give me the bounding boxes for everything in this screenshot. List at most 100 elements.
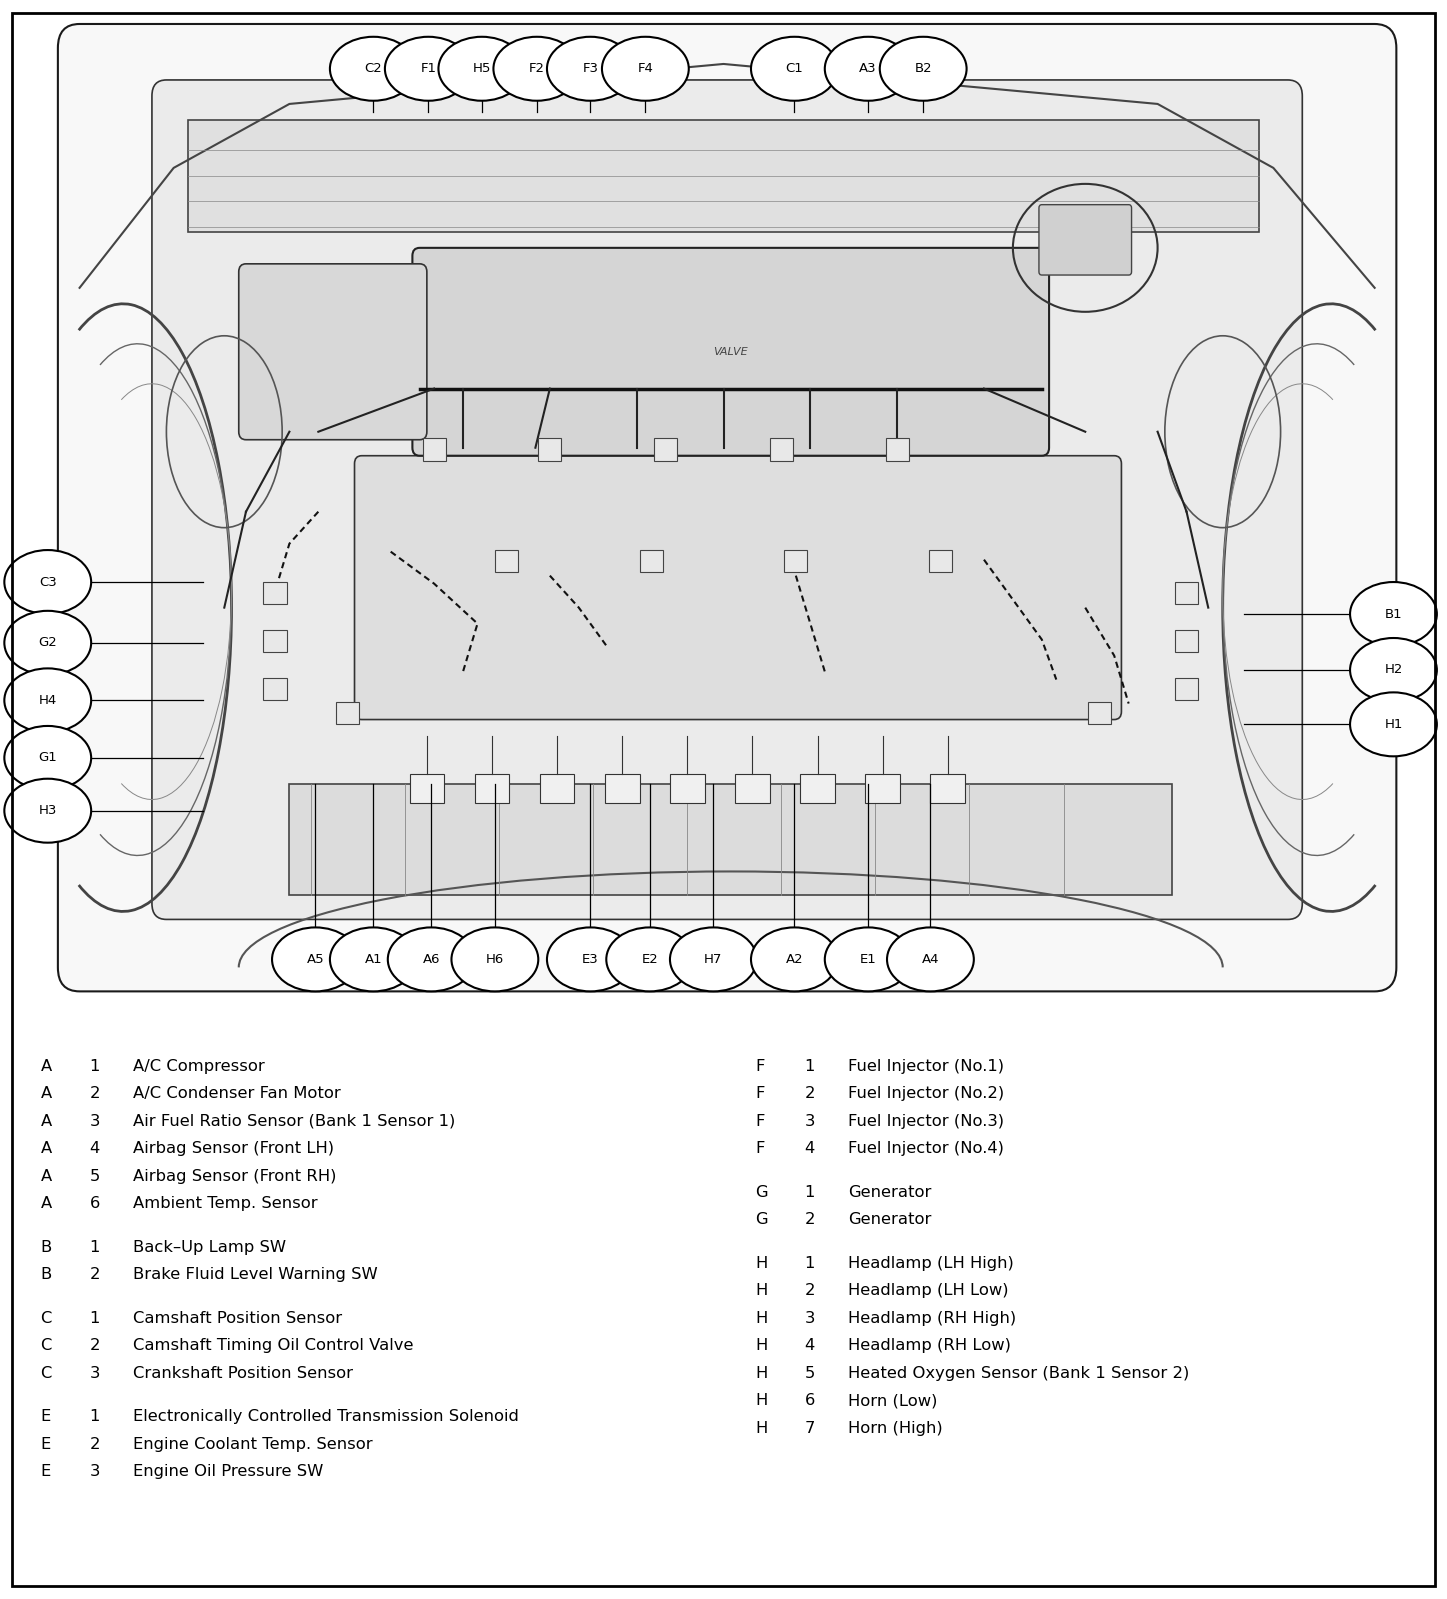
Ellipse shape: [1350, 692, 1437, 756]
Text: Headlamp (RH High): Headlamp (RH High): [848, 1311, 1016, 1326]
Text: Fuel Injector (No.2): Fuel Injector (No.2): [848, 1086, 1004, 1102]
Text: A3: A3: [860, 62, 877, 75]
Text: 2: 2: [90, 1338, 100, 1353]
Text: 3: 3: [90, 1366, 100, 1380]
Text: B1: B1: [1385, 608, 1402, 620]
Text: A1: A1: [365, 953, 382, 966]
Ellipse shape: [438, 37, 525, 101]
Text: H: H: [755, 1366, 767, 1380]
Text: A: A: [41, 1196, 52, 1210]
Text: 1: 1: [90, 1311, 100, 1326]
Text: A4: A4: [922, 953, 939, 966]
Text: A/C Condenser Fan Motor: A/C Condenser Fan Motor: [133, 1086, 341, 1102]
Text: VALVE: VALVE: [713, 347, 748, 357]
Bar: [800, 774, 835, 803]
Ellipse shape: [4, 779, 91, 843]
Ellipse shape: [825, 927, 912, 991]
Text: 6: 6: [805, 1393, 815, 1409]
Bar: [1175, 630, 1198, 652]
Text: 1: 1: [90, 1409, 100, 1425]
FancyBboxPatch shape: [412, 248, 1049, 456]
Text: G1: G1: [39, 752, 56, 764]
Text: 2: 2: [90, 1086, 100, 1102]
Ellipse shape: [606, 927, 693, 991]
Text: E: E: [41, 1465, 51, 1479]
Text: Ambient Temp. Sensor: Ambient Temp. Sensor: [133, 1196, 318, 1210]
Bar: [670, 774, 705, 803]
Bar: [475, 774, 509, 803]
Text: H: H: [755, 1311, 767, 1326]
Text: G: G: [755, 1185, 768, 1199]
Text: H5: H5: [473, 62, 491, 75]
Text: E3: E3: [582, 953, 599, 966]
Bar: [423, 438, 446, 461]
Text: C: C: [41, 1338, 52, 1353]
Text: A: A: [41, 1059, 52, 1073]
Ellipse shape: [385, 37, 472, 101]
Text: Headlamp (RH Low): Headlamp (RH Low): [848, 1338, 1011, 1353]
Bar: [336, 702, 359, 724]
Text: H: H: [755, 1282, 767, 1298]
Text: F: F: [755, 1059, 764, 1073]
Text: 1: 1: [90, 1059, 100, 1073]
Ellipse shape: [887, 927, 974, 991]
Text: 1: 1: [90, 1239, 100, 1255]
Text: 2: 2: [90, 1266, 100, 1282]
Bar: [784, 550, 807, 572]
Text: H: H: [755, 1420, 767, 1436]
Bar: [1088, 702, 1111, 724]
Ellipse shape: [493, 37, 580, 101]
Ellipse shape: [751, 927, 838, 991]
Bar: [1175, 678, 1198, 700]
Text: 4: 4: [805, 1338, 815, 1353]
Bar: [640, 550, 663, 572]
Bar: [263, 678, 287, 700]
Text: H1: H1: [1385, 718, 1402, 731]
Text: Headlamp (LH Low): Headlamp (LH Low): [848, 1282, 1009, 1298]
Text: Back–Up Lamp SW: Back–Up Lamp SW: [133, 1239, 287, 1255]
Text: G2: G2: [39, 636, 56, 649]
Text: 3: 3: [90, 1113, 100, 1129]
Bar: [263, 630, 287, 652]
Text: A: A: [41, 1169, 52, 1183]
Text: Air Fuel Ratio Sensor (Bank 1 Sensor 1): Air Fuel Ratio Sensor (Bank 1 Sensor 1): [133, 1113, 456, 1129]
Text: A: A: [41, 1086, 52, 1102]
Ellipse shape: [272, 927, 359, 991]
Text: H: H: [755, 1338, 767, 1353]
Bar: [865, 774, 900, 803]
Bar: [289, 784, 1172, 895]
Text: A6: A6: [423, 953, 440, 966]
Ellipse shape: [670, 927, 757, 991]
Text: A: A: [41, 1113, 52, 1129]
Text: Engine Oil Pressure SW: Engine Oil Pressure SW: [133, 1465, 324, 1479]
Text: H4: H4: [39, 694, 56, 707]
Text: 5: 5: [805, 1366, 815, 1380]
Bar: [540, 774, 574, 803]
Text: 6: 6: [90, 1196, 100, 1210]
Text: H2: H2: [1385, 664, 1402, 676]
Text: A/C Compressor: A/C Compressor: [133, 1059, 265, 1073]
Text: F: F: [755, 1142, 764, 1156]
Bar: [1175, 582, 1198, 604]
Text: 1: 1: [805, 1185, 815, 1199]
Text: 7: 7: [805, 1420, 815, 1436]
Text: Brake Fluid Level Warning SW: Brake Fluid Level Warning SW: [133, 1266, 378, 1282]
Text: 5: 5: [90, 1169, 100, 1183]
Text: Airbag Sensor (Front LH): Airbag Sensor (Front LH): [133, 1142, 334, 1156]
Text: F: F: [755, 1113, 764, 1129]
Text: 4: 4: [805, 1142, 815, 1156]
Text: 2: 2: [805, 1212, 815, 1226]
Text: C1: C1: [786, 62, 803, 75]
Text: H3: H3: [39, 804, 56, 817]
Ellipse shape: [4, 668, 91, 732]
Bar: [188, 120, 1259, 232]
Text: F: F: [755, 1086, 764, 1102]
Bar: [930, 774, 965, 803]
Ellipse shape: [4, 550, 91, 614]
Text: E: E: [41, 1409, 51, 1425]
Text: C2: C2: [365, 62, 382, 75]
Text: 2: 2: [90, 1436, 100, 1452]
Text: Engine Coolant Temp. Sensor: Engine Coolant Temp. Sensor: [133, 1436, 373, 1452]
Text: C: C: [41, 1311, 52, 1326]
Text: 3: 3: [90, 1465, 100, 1479]
